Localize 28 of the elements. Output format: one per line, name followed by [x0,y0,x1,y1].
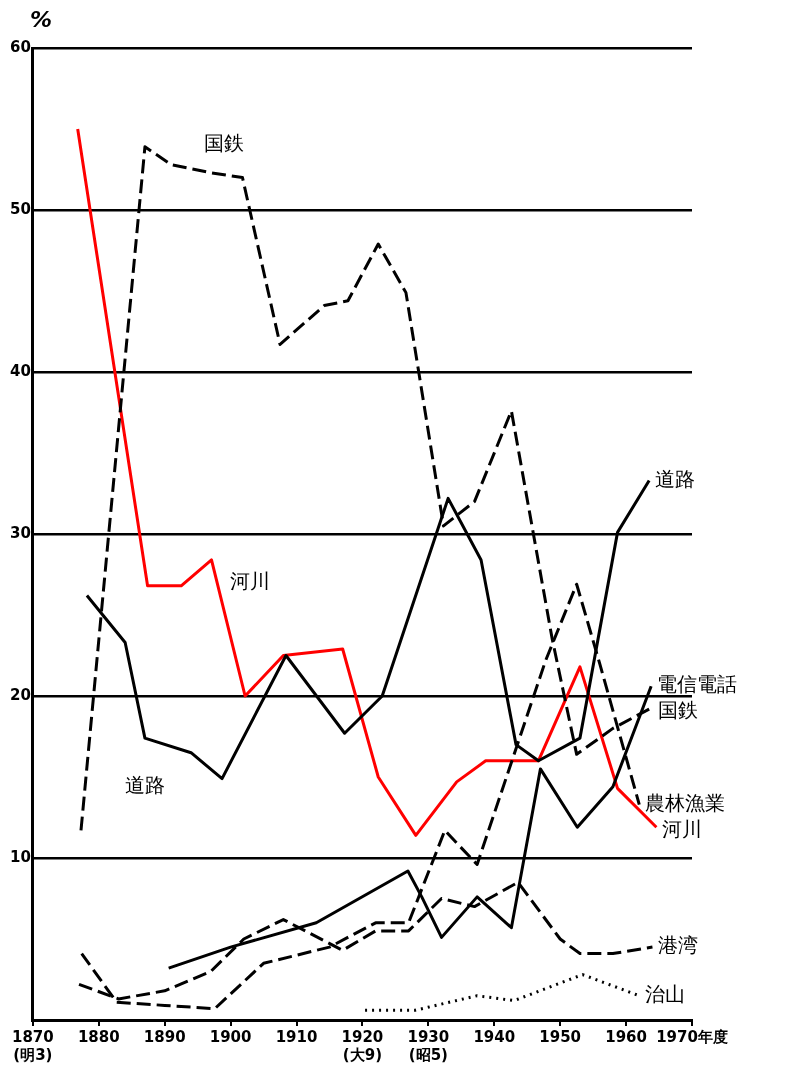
series-label: 港湾 [658,933,699,958]
y-tick-label: 10 [10,847,31,866]
x-tick-label: 1900 [209,1027,252,1046]
x-tick-label: 1950 [539,1027,582,1046]
annotation: 河川 [230,568,271,593]
series-label: 道路 [655,466,696,491]
x-tick-label: 1940 [473,1027,516,1046]
y-tick-label: 40 [10,361,31,380]
x-tick-label: 1970年度 [656,1027,728,1046]
x-tick-label: 1880 [77,1027,120,1046]
y-axis-title: % [30,6,53,32]
y-tick-label: 60 [10,37,31,56]
x-tick-label: 1910 [275,1027,318,1046]
x-tick-label: 1920 (大9) [341,1027,384,1064]
annotation: 国鉄 [204,131,245,156]
x-tick-label: 1890 [143,1027,186,1046]
series-label: 農林漁業 [645,790,726,815]
y-tick-label: 20 [10,685,31,704]
series-label: 治山 [645,981,686,1006]
annotation: 道路 [124,772,165,797]
x-tick-label: 1960 [605,1027,647,1046]
y-tick-label: 30 [10,523,31,542]
series-label: 電信電話 [657,672,738,697]
y-tick-label: 50 [10,199,31,218]
x-tick-label: 1870 (明3) [12,1027,54,1064]
series-label: 河川 [662,816,703,841]
x-tick-label: 1930 (昭5) [407,1027,450,1064]
series-label: 国鉄 [658,698,699,723]
